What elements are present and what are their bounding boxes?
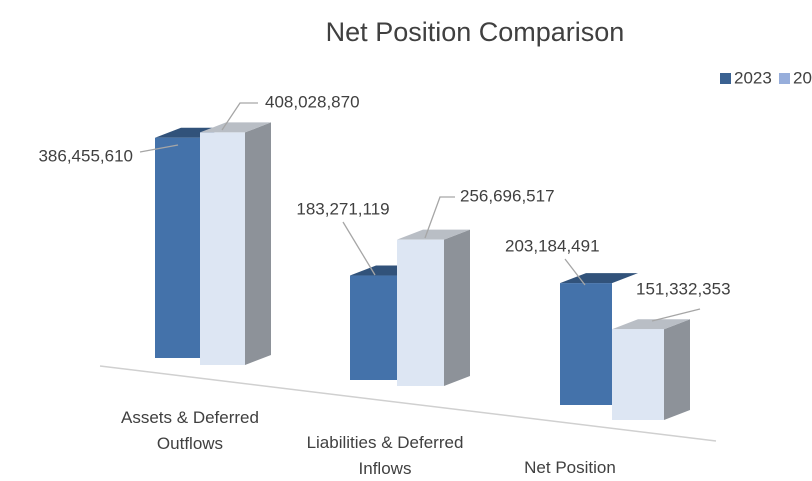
leader-line <box>342 221 376 276</box>
bar-top <box>200 122 271 133</box>
bar <box>155 137 200 358</box>
data-label: 386,455,610 <box>38 146 133 165</box>
bar-side <box>245 122 271 365</box>
data-label: 151,332,353 <box>636 279 731 298</box>
bar <box>350 275 397 380</box>
category-label: Assets & Deferred Outflows <box>121 408 259 453</box>
data-label: 256,696,517 <box>460 186 555 205</box>
category-label: Liabilities & Deferred Inflows <box>306 433 464 478</box>
bar <box>200 132 245 365</box>
bar <box>560 283 612 405</box>
data-label: 408,028,870 <box>265 92 360 111</box>
leader-line <box>139 144 179 153</box>
bar-side <box>664 319 690 420</box>
legend-label: 2023 <box>734 68 772 87</box>
chart-title: Net Position Comparison <box>326 17 625 47</box>
bar-side <box>444 229 470 386</box>
leader-line <box>221 102 258 131</box>
category-label: Net Position <box>524 458 616 477</box>
leader-line <box>651 308 701 322</box>
floor-line <box>99 365 717 442</box>
legend-swatch <box>720 73 731 84</box>
bar-top <box>612 319 690 330</box>
legend-swatch <box>779 73 790 84</box>
legend-label: 2022 <box>793 68 812 87</box>
bar-top <box>560 273 638 284</box>
bar <box>612 329 664 420</box>
leader-line <box>564 258 586 286</box>
data-label: 183,271,119 <box>296 199 389 218</box>
bar <box>397 239 444 386</box>
data-label: 203,184,491 <box>505 236 600 255</box>
bar-top <box>397 229 470 240</box>
leader-line <box>424 196 455 239</box>
